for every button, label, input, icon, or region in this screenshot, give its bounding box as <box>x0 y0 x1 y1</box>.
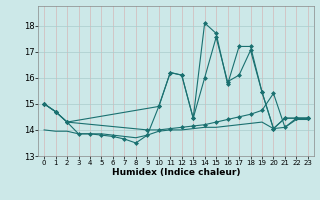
X-axis label: Humidex (Indice chaleur): Humidex (Indice chaleur) <box>112 168 240 177</box>
